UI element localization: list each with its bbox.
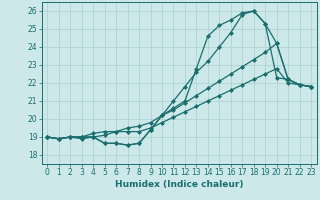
X-axis label: Humidex (Indice chaleur): Humidex (Indice chaleur) — [115, 180, 244, 189]
